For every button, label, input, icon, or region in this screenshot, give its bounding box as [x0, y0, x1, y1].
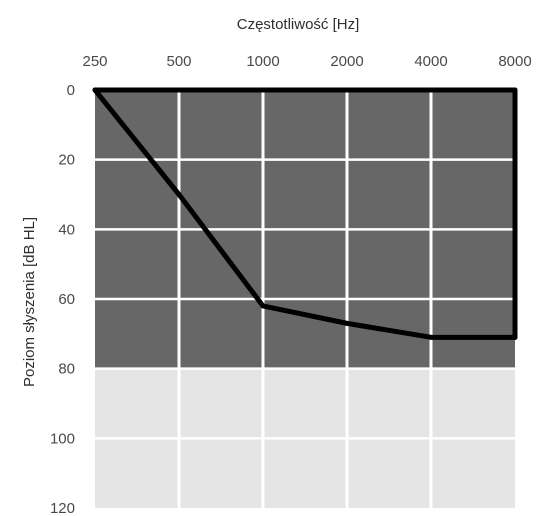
x-tick-label: 8000	[498, 53, 531, 70]
data-point	[260, 303, 266, 309]
y-tick-labels: 0 20 40 60 80 100 120	[50, 82, 75, 516]
y-tick-label: 100	[50, 430, 75, 447]
data-point	[344, 320, 350, 326]
x-tick-label: 1000	[246, 53, 279, 70]
x-tick-label: 500	[166, 53, 191, 70]
series-layer	[92, 87, 518, 340]
series-line-0	[92, 87, 518, 340]
x-tick-label: 2000	[330, 53, 363, 70]
data-point	[428, 334, 434, 340]
y-tick-label: 40	[58, 221, 75, 238]
y-tick-label: 120	[50, 500, 75, 516]
y-axis-title: Poziom słyszenia [dB HL]	[21, 217, 38, 387]
x-tick-labels: 250 500 1000 2000 4000 8000	[82, 53, 531, 70]
y-tick-label: 80	[58, 361, 75, 378]
y-tick-label: 0	[67, 82, 75, 99]
data-point	[176, 192, 182, 197]
x-tick-label: 250	[82, 53, 107, 70]
x-axis-title: Częstotliwość [Hz]	[237, 16, 360, 33]
y-tick-label: 20	[58, 152, 75, 169]
grid-layer	[95, 90, 515, 508]
y-tick-label: 60	[58, 291, 75, 308]
x-tick-label: 4000	[414, 53, 447, 70]
